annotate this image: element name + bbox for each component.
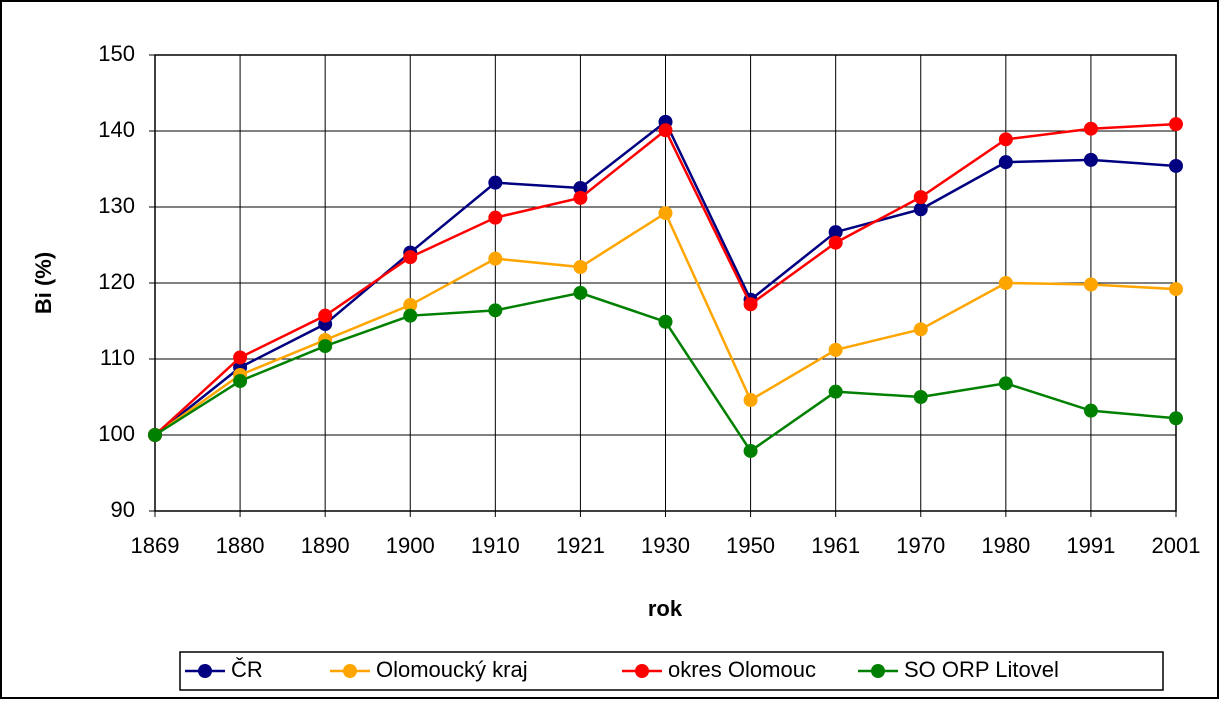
legend-marker [343,664,357,678]
data-point [913,322,928,337]
y-axis-label: Bi (%) [31,252,56,314]
y-tick-label: 120 [98,269,135,294]
data-point [233,350,248,365]
data-point [998,132,1013,147]
legend-marker [635,664,649,678]
x-tick-label: 1921 [556,533,605,558]
data-point [913,202,928,217]
data-point [1083,277,1098,292]
legend-label: ČR [231,657,263,682]
x-tick-label: 1869 [131,533,180,558]
data-point [1083,152,1098,167]
data-point [828,342,843,357]
legend-marker [871,664,885,678]
data-point [318,308,333,323]
data-point [658,314,673,329]
legend-label: Olomoucký kraj [376,657,528,682]
data-point [1083,403,1098,418]
x-tick-label: 1961 [811,533,860,558]
data-point [403,250,418,265]
data-point [148,428,162,442]
y-tick-label: 130 [98,193,135,218]
data-point [573,285,588,300]
data-point [233,374,248,389]
data-point [913,190,928,205]
data-point [828,235,843,250]
data-point [828,225,843,240]
legend-label: okres Olomouc [668,657,816,682]
data-point [403,298,418,313]
x-axis-label: rok [648,596,683,621]
x-tick-label: 2001 [1152,533,1201,558]
y-tick-label: 150 [98,41,135,66]
data-point [573,260,588,275]
data-point [1169,411,1183,426]
x-tick-label: 1970 [896,533,945,558]
x-tick-label: 1900 [386,533,435,558]
data-point [998,155,1013,170]
data-point [743,297,758,312]
data-point [488,251,503,266]
x-tick-label: 1980 [981,533,1030,558]
data-point [913,390,928,404]
data-point [488,175,503,190]
legend-marker [198,664,212,678]
data-point [743,443,758,458]
legend-label: SO ORP Litovel [904,657,1059,682]
x-tick-label: 1950 [726,533,775,558]
data-point [1083,121,1098,136]
data-point [658,123,673,138]
data-point [998,276,1013,290]
y-tick-label: 100 [98,421,135,446]
data-point [488,210,503,225]
data-point [658,206,673,221]
data-point [1169,158,1183,173]
x-tick-label: 1991 [1066,533,1115,558]
data-point [573,190,588,205]
x-tick-label: 1880 [216,533,265,558]
data-point [743,393,758,408]
y-tick-label: 110 [100,345,135,370]
x-tick-label: 1910 [471,533,520,558]
data-point [828,384,843,399]
data-point [1169,117,1183,132]
x-tick-label: 1890 [301,533,350,558]
x-tick-label: 1930 [641,533,690,558]
data-point [1169,282,1183,297]
data-point [573,181,588,195]
data-point [488,303,503,318]
data-point [318,339,333,354]
data-point [998,376,1013,391]
data-point [403,308,418,323]
y-tick-label: 140 [98,117,135,142]
y-tick-label: 90 [111,497,135,522]
